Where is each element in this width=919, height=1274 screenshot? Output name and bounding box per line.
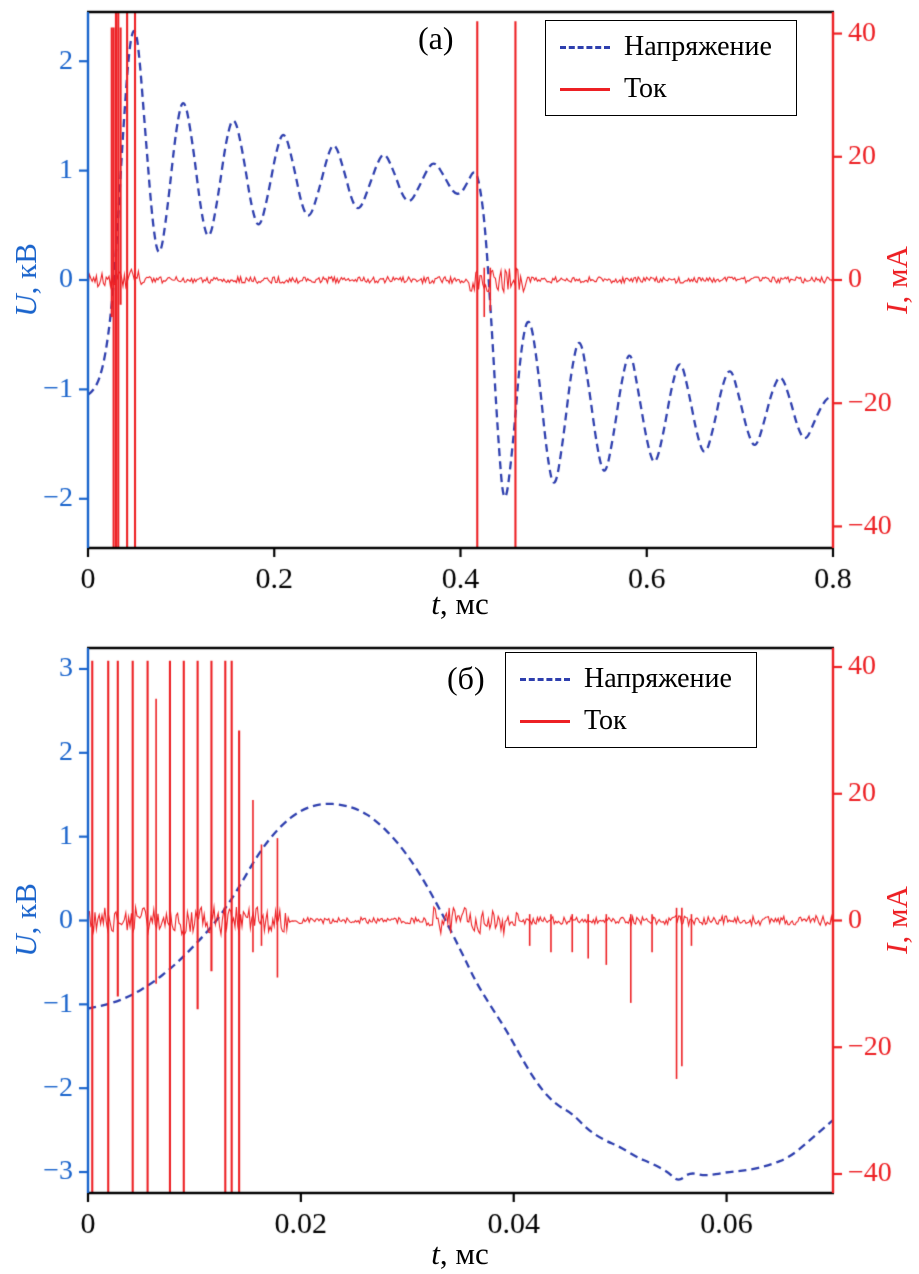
legend-entry-voltage: Напряжение [560, 29, 772, 65]
legend-label-voltage: Напряжение [584, 663, 732, 694]
panel-label-b: (б) [447, 660, 485, 696]
y-left-axis-unit: , кВ [8, 243, 43, 295]
x-axis-title-b: t, мс [431, 1236, 489, 1272]
legend-entry-current: Ток [520, 703, 732, 739]
y-right-axis-unit: , мА [879, 246, 914, 304]
y-right-axis-title-a: I, мА [879, 246, 915, 314]
x-axis-unit: , мс [439, 586, 489, 621]
y-right-axis-title-b: I, мА [879, 886, 915, 954]
y-right-axis-symbol: I [879, 943, 914, 954]
legend-entry-voltage: Напряжение [520, 661, 732, 697]
legend-a: Напряжение Ток [545, 20, 797, 116]
legend-label-voltage: Напряжение [624, 31, 772, 62]
voltage-line-swatch [560, 45, 610, 49]
legend-label-current: Ток [624, 73, 667, 104]
voltage-line-swatch [520, 677, 570, 681]
x-axis-title-a: t, мс [431, 586, 489, 622]
y-left-axis-symbol: U [8, 294, 43, 317]
y-right-axis-unit: , мА [879, 886, 914, 944]
y-left-axis-title-b: U, кВ [8, 883, 44, 957]
legend-b: Напряжение Ток [505, 652, 757, 748]
y-left-axis-symbol: U [8, 934, 43, 957]
panel-label-a: (а) [418, 20, 454, 56]
x-axis-unit: , мс [439, 1236, 489, 1271]
x-axis-symbol: t [431, 586, 440, 621]
y-left-axis-title-a: U, кВ [8, 243, 44, 317]
panel-a: (а) Напряжение Ток U, кВ I, мА t, мс [0, 0, 919, 622]
legend-label-current: Ток [584, 705, 627, 736]
panel-b: (б) Напряжение Ток U, кВ I, мА t, мс [0, 622, 919, 1274]
current-line-swatch [560, 87, 610, 91]
plot-canvas-b [0, 622, 919, 1274]
y-left-axis-unit: , кВ [8, 883, 43, 935]
current-line-swatch [520, 719, 570, 723]
y-right-axis-symbol: I [879, 303, 914, 314]
x-axis-symbol: t [431, 1236, 440, 1271]
legend-entry-current: Ток [560, 71, 772, 107]
